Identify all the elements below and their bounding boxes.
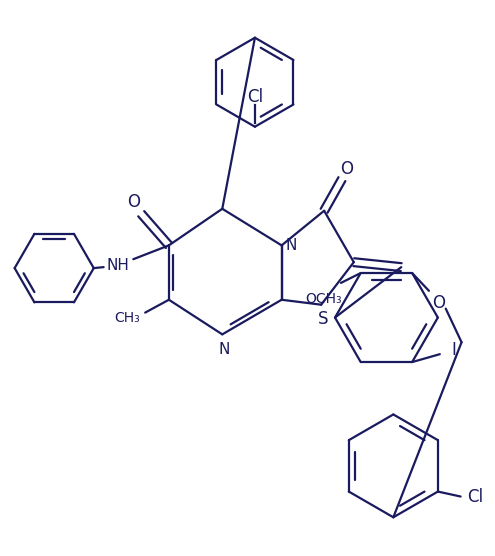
- Text: OCH₃: OCH₃: [305, 292, 342, 306]
- Text: N: N: [219, 342, 230, 357]
- Text: S: S: [318, 310, 328, 327]
- Text: O: O: [127, 193, 140, 211]
- Text: O: O: [432, 294, 446, 312]
- Text: NH: NH: [106, 257, 129, 272]
- Text: Cl: Cl: [247, 88, 263, 106]
- Text: CH₃: CH₃: [114, 311, 140, 325]
- Text: O: O: [341, 160, 353, 178]
- Text: I: I: [451, 341, 456, 359]
- Text: N: N: [286, 238, 297, 253]
- Text: Cl: Cl: [467, 488, 484, 505]
